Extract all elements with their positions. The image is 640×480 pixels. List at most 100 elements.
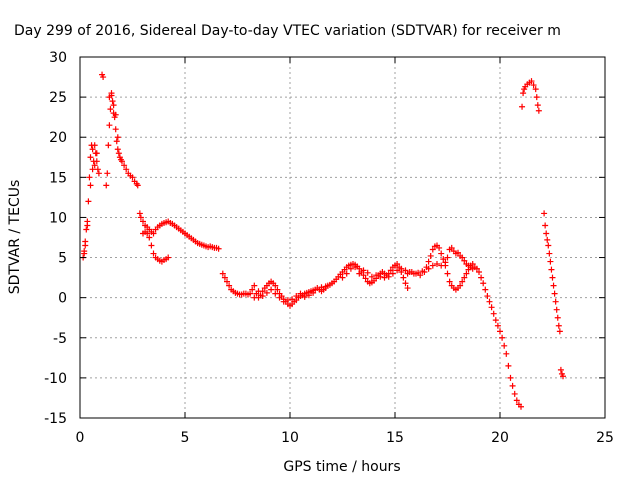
data-point (318, 284, 325, 291)
data-point (389, 270, 396, 277)
data-point (259, 293, 266, 300)
data-point (280, 298, 287, 305)
data-point (221, 274, 228, 281)
data-point (104, 170, 111, 177)
y-tick-label: 0 (58, 291, 67, 307)
data-point (110, 102, 117, 109)
data-point (114, 134, 121, 141)
x-axis: 0 5 10 15 20 25 (76, 57, 614, 446)
data-point (429, 262, 436, 269)
data-point (425, 258, 432, 265)
data-point (551, 290, 558, 297)
data-point (478, 274, 485, 281)
x-tick-label: 5 (181, 430, 190, 446)
data-point (461, 274, 468, 281)
data-point (505, 362, 512, 369)
data-point (528, 78, 535, 85)
data-point (251, 294, 258, 301)
data-point (272, 290, 279, 297)
data-point (134, 182, 141, 189)
data-point (373, 272, 380, 279)
data-point (112, 126, 119, 133)
data-point (150, 230, 157, 237)
data-point (83, 226, 90, 233)
data-point (356, 270, 363, 277)
data-point (85, 198, 92, 205)
data-point (289, 296, 296, 303)
data-point (461, 257, 468, 264)
data-point (413, 270, 419, 277)
y-tick-label: -10 (44, 371, 67, 387)
data-point (457, 282, 464, 289)
data-point (140, 218, 146, 225)
data-point (417, 272, 424, 279)
data-point (442, 259, 449, 266)
data-point (121, 162, 128, 169)
data-point (398, 265, 405, 272)
data-point (533, 94, 540, 101)
data-point (438, 262, 445, 269)
data-point (404, 285, 411, 292)
data-point (436, 244, 443, 251)
data-point (352, 264, 359, 271)
data-point (226, 282, 233, 289)
data-point (476, 268, 482, 275)
data-point (519, 103, 526, 110)
data-point (255, 288, 262, 295)
data-point (81, 250, 88, 257)
data-point (408, 268, 415, 275)
data-point (429, 246, 436, 253)
data-point (484, 293, 491, 300)
y-axis: -15 -10 -5 0 5 10 15 20 25 30 (44, 50, 605, 427)
x-tick-label: 25 (596, 430, 614, 446)
y-tick-label: 5 (58, 251, 67, 267)
data-point (219, 270, 226, 277)
data-point (549, 274, 556, 281)
data-point (144, 230, 151, 237)
data-point (293, 293, 300, 300)
data-point (520, 90, 527, 97)
data-point (543, 230, 550, 237)
data-point (482, 286, 489, 293)
data-point (542, 222, 549, 229)
data-point (87, 182, 94, 189)
data-point (513, 397, 520, 404)
data-point (557, 366, 564, 373)
data-point (251, 282, 258, 289)
data-point (360, 267, 367, 274)
data-point (469, 260, 476, 267)
data-point (84, 222, 91, 229)
data-point (91, 142, 98, 149)
data-point (402, 267, 409, 274)
data-point (94, 166, 101, 173)
data-point (215, 245, 222, 252)
data-point (463, 270, 470, 277)
data-point (129, 174, 136, 181)
data-point (387, 267, 394, 274)
data-point (532, 86, 539, 93)
y-tick-label: -15 (44, 411, 67, 427)
data-point (385, 273, 392, 280)
data-point (530, 82, 537, 89)
data-point (560, 373, 566, 380)
data-point (440, 256, 447, 263)
y-tick-label: -5 (53, 331, 67, 347)
data-point (276, 294, 283, 301)
data-point (364, 269, 371, 276)
data-point (497, 328, 503, 335)
data-point (165, 254, 172, 261)
x-tick-label: 15 (386, 430, 404, 446)
data-point (301, 293, 308, 300)
data-point (137, 214, 144, 221)
x-tick-label: 20 (491, 430, 509, 446)
data-point (268, 286, 275, 293)
data-point (247, 290, 254, 297)
data-point (87, 154, 94, 161)
data-point (347, 265, 354, 272)
plot-area-border (79, 56, 606, 419)
data-point (377, 273, 384, 280)
y-tick-label: 20 (49, 130, 67, 146)
data-point (112, 111, 119, 118)
data-point (400, 274, 407, 281)
